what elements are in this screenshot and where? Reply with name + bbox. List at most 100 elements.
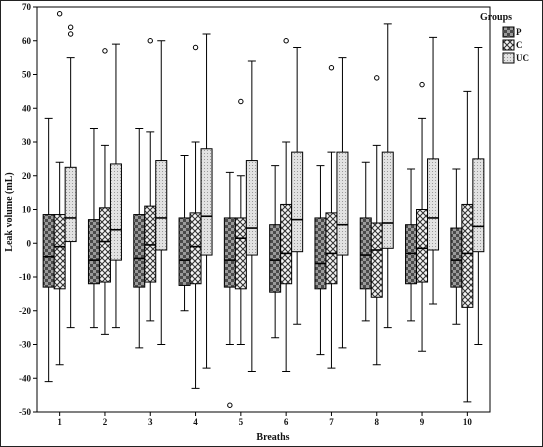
y-tick-label: 60 — [22, 36, 32, 46]
box-p-10 — [450, 168, 463, 325]
box-iqr — [245, 160, 258, 256]
x-tick-label: 3 — [148, 417, 153, 427]
x-tick-label: 1 — [57, 417, 62, 427]
outlier-point — [283, 38, 289, 44]
box-c-7 — [325, 65, 338, 369]
y-tick-label: 70 — [22, 2, 32, 12]
box-c-3 — [144, 38, 157, 322]
box-iqr — [234, 217, 247, 290]
box-c-5 — [234, 98, 247, 345]
box-p-5 — [223, 171, 236, 408]
y-tick-label: 30 — [22, 137, 32, 147]
box-p-3 — [133, 128, 146, 349]
outlier-point — [328, 65, 335, 71]
box-uc-2 — [109, 43, 122, 329]
box-iqr — [370, 222, 383, 298]
box-iqr — [325, 212, 338, 285]
outlier-point — [238, 98, 244, 105]
x-tick-label: 7 — [329, 417, 334, 427]
box-uc-10 — [472, 47, 485, 345]
box-uc-9 — [427, 36, 440, 305]
box-iqr — [416, 209, 429, 283]
box-iqr — [461, 203, 474, 308]
box-iqr — [359, 217, 372, 290]
y-tick-label: -40 — [19, 373, 31, 383]
box-iqr — [405, 224, 418, 285]
box-p-2 — [87, 128, 100, 329]
box-uc-3 — [155, 40, 168, 345]
x-tick-label: 2 — [103, 417, 108, 427]
box-c-10 — [461, 90, 474, 403]
legend-swatch-uc — [502, 52, 515, 64]
box-iqr — [450, 227, 463, 288]
box-p-1 — [42, 117, 55, 383]
box-c-4 — [189, 44, 202, 389]
y-tick-label: 0 — [27, 238, 32, 248]
box-iqr — [189, 212, 202, 285]
box-iqr — [64, 166, 77, 243]
y-tick-label: -20 — [19, 306, 31, 316]
box-iqr — [223, 217, 236, 288]
y-tick-label: 20 — [22, 171, 32, 181]
box-c-1 — [53, 11, 66, 366]
box-p-8 — [359, 161, 372, 322]
outlier-point — [374, 75, 380, 81]
y-tick-label: -10 — [19, 272, 31, 282]
box-iqr — [144, 205, 157, 283]
box-iqr — [291, 151, 304, 253]
box-p-4 — [178, 155, 191, 312]
outlier-point — [56, 11, 63, 17]
box-uc-4 — [200, 33, 213, 369]
box-iqr — [200, 148, 213, 256]
box-c-9 — [416, 81, 429, 352]
y-tick-label: 50 — [22, 70, 32, 80]
legend-label-c: C — [516, 40, 523, 50]
outlier-point — [102, 48, 108, 54]
outlier-point — [147, 38, 153, 44]
box-uc-5 — [245, 60, 258, 372]
x-tick-label: 10 — [463, 417, 473, 427]
box-iqr — [42, 214, 55, 288]
y-tick-label: -30 — [19, 340, 31, 350]
box-iqr — [178, 217, 191, 286]
legend-label-uc: UC — [516, 53, 529, 63]
box-iqr — [87, 219, 100, 285]
x-tick-label: 4 — [193, 417, 198, 427]
box-p-6 — [269, 165, 282, 339]
x-tick-label: 9 — [420, 417, 425, 427]
box-iqr — [336, 151, 349, 256]
box-c-2 — [98, 48, 111, 335]
box-p-7 — [314, 165, 327, 356]
outlier-point — [67, 24, 74, 30]
y-tick-label: 10 — [22, 205, 32, 215]
x-axis-title: Breaths — [256, 432, 289, 443]
box-iqr — [98, 207, 111, 283]
box-uc-7 — [336, 57, 349, 349]
y-tick-label: -50 — [19, 407, 31, 417]
y-tick-label: 40 — [22, 103, 32, 113]
plot-area: -50 -40 -30 -20 -10 0 10 20 30 40 50 60 70 1 2 3 4 5 6 7 8 9 1… — [19, 2, 491, 427]
outlier-point — [192, 44, 199, 51]
box-iqr — [472, 158, 485, 253]
outlier-point — [419, 81, 425, 88]
box-p-9 — [405, 168, 418, 322]
y-axis-title: Leak volume (mL) — [4, 172, 15, 251]
box-iqr — [381, 151, 394, 249]
box-iqr — [427, 158, 440, 251]
box-iqr — [280, 203, 293, 285]
box-uc-6 — [291, 47, 304, 325]
box-iqr — [269, 224, 282, 293]
box-iqr — [53, 214, 66, 290]
outlier-point — [227, 402, 233, 408]
box-c-6 — [280, 38, 293, 372]
x-tick-label: 5 — [239, 417, 244, 427]
outlier-point — [67, 31, 74, 37]
box-iqr — [133, 214, 146, 288]
legend-swatch-p — [502, 26, 515, 38]
legend: Groups PC UC — [480, 12, 529, 64]
box-iqr — [109, 163, 122, 261]
box-uc-8 — [381, 23, 394, 329]
box-iqr — [314, 217, 327, 290]
box-c-8 — [370, 75, 383, 366]
